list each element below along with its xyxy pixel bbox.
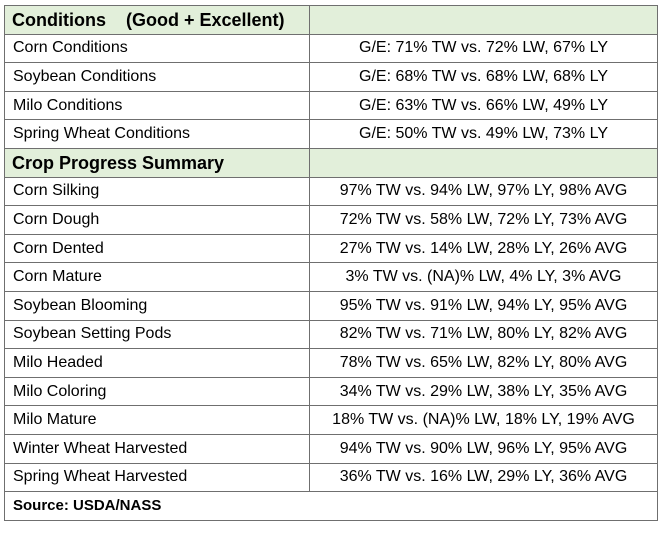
condition-row: Milo Conditions G/E: 63% TW vs. 66% LW, … — [4, 90, 658, 121]
progress-header-row: Crop Progress Summary — [4, 147, 658, 178]
progress-value: 18% TW vs. (NA)% LW, 18% LY, 19% AVG — [309, 405, 658, 435]
progress-row: Milo Mature 18% TW vs. (NA)% LW, 18% LY,… — [4, 405, 658, 435]
progress-label: Spring Wheat Harvested — [4, 462, 310, 493]
conditions-header-row: Conditions (Good + Excellent) — [4, 5, 658, 35]
condition-value: G/E: 68% TW vs. 68% LW, 68% LY — [309, 62, 658, 92]
condition-value: G/E: 50% TW vs. 49% LW, 73% LY — [309, 119, 658, 149]
condition-label: Spring Wheat Conditions — [4, 119, 310, 149]
condition-row: Soybean Conditions G/E: 68% TW vs. 68% L… — [4, 62, 658, 92]
progress-value: 3% TW vs. (NA)% LW, 4% LY, 3% AVG — [309, 262, 658, 292]
crop-report-table: Conditions (Good + Excellent) Corn Condi… — [4, 5, 658, 521]
progress-row: Milo Headed 78% TW vs. 65% LW, 82% LY, 8… — [4, 348, 658, 378]
progress-row: Spring Wheat Harvested 36% TW vs. 16% LW… — [4, 462, 658, 493]
progress-label: Corn Silking — [4, 176, 310, 207]
progress-value: 34% TW vs. 29% LW, 38% LY, 35% AVG — [309, 376, 658, 407]
progress-label: Soybean Setting Pods — [4, 319, 310, 350]
progress-value: 95% TW vs. 91% LW, 94% LY, 95% AVG — [309, 290, 658, 321]
progress-row: Corn Silking 97% TW vs. 94% LW, 97% LY, … — [4, 176, 658, 207]
progress-row: Milo Coloring 34% TW vs. 29% LW, 38% LY,… — [4, 376, 658, 407]
progress-label: Milo Headed — [4, 348, 310, 378]
progress-header: Crop Progress Summary — [4, 147, 310, 178]
progress-value: 72% TW vs. 58% LW, 72% LY, 73% AVG — [309, 205, 658, 235]
condition-value: G/E: 63% TW vs. 66% LW, 49% LY — [309, 90, 658, 121]
progress-label: Corn Dented — [4, 233, 310, 264]
source-row: Source: USDA/NASS — [4, 491, 658, 521]
progress-value: 82% TW vs. 71% LW, 80% LY, 82% AVG — [309, 319, 658, 350]
progress-value: 36% TW vs. 16% LW, 29% LY, 36% AVG — [309, 462, 658, 493]
progress-label: Soybean Blooming — [4, 290, 310, 321]
progress-header-blank — [309, 147, 658, 178]
progress-row: Corn Mature 3% TW vs. (NA)% LW, 4% LY, 3… — [4, 262, 658, 292]
source-note: Source: USDA/NASS — [4, 491, 658, 521]
condition-row: Spring Wheat Conditions G/E: 50% TW vs. … — [4, 119, 658, 149]
condition-label: Soybean Conditions — [4, 62, 310, 92]
progress-value: 97% TW vs. 94% LW, 97% LY, 98% AVG — [309, 176, 658, 207]
condition-value: G/E: 71% TW vs. 72% LW, 67% LY — [309, 33, 658, 64]
condition-row: Corn Conditions G/E: 71% TW vs. 72% LW, … — [4, 33, 658, 64]
condition-label: Milo Conditions — [4, 90, 310, 121]
conditions-title-suffix: (Good + Excellent) — [126, 9, 285, 30]
progress-row: Corn Dented 27% TW vs. 14% LW, 28% LY, 2… — [4, 233, 658, 264]
conditions-header: Conditions (Good + Excellent) — [4, 5, 310, 35]
progress-label: Corn Dough — [4, 205, 310, 235]
condition-label: Corn Conditions — [4, 33, 310, 64]
progress-row: Soybean Setting Pods 82% TW vs. 71% LW, … — [4, 319, 658, 350]
progress-value: 27% TW vs. 14% LW, 28% LY, 26% AVG — [309, 233, 658, 264]
progress-row: Soybean Blooming 95% TW vs. 91% LW, 94% … — [4, 290, 658, 321]
progress-value: 94% TW vs. 90% LW, 96% LY, 95% AVG — [309, 433, 658, 464]
conditions-title: Conditions — [12, 9, 106, 30]
progress-row: Winter Wheat Harvested 94% TW vs. 90% LW… — [4, 433, 658, 464]
progress-label: Milo Coloring — [4, 376, 310, 407]
progress-label: Milo Mature — [4, 405, 310, 435]
progress-label: Winter Wheat Harvested — [4, 433, 310, 464]
progress-value: 78% TW vs. 65% LW, 82% LY, 80% AVG — [309, 348, 658, 378]
conditions-header-blank — [309, 5, 658, 35]
table-body: Conditions (Good + Excellent) Corn Condi… — [4, 5, 658, 521]
progress-label: Corn Mature — [4, 262, 310, 292]
progress-row: Corn Dough 72% TW vs. 58% LW, 72% LY, 73… — [4, 205, 658, 235]
